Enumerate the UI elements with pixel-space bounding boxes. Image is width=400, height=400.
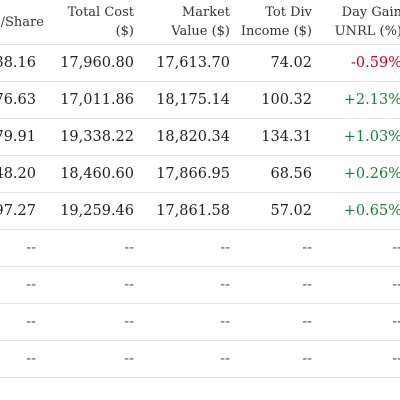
table-row[interactable]: ---------- [0,303,400,341]
holdings-table: Avg C/Share Total Cost ($) Market Value … [0,0,400,378]
avg-cost-cell: 197.27 [0,192,46,230]
table-header-row: Avg C/Share Total Cost ($) Market Value … [0,0,400,45]
day-gain-cell: -0.59% [320,44,400,82]
day-gain-cell: +0.65% [320,192,400,230]
avg-cost-cell: 176.63 [0,81,46,119]
column-header-day-gain-unrealized[interactable]: Day Gain UNRL (%) [320,0,400,45]
dividend-income-cell: 57.02 [238,192,320,230]
dividend-income-cell: -- [238,303,320,341]
market-value-cell: 18,175.14 [142,81,238,119]
column-header-total-cost[interactable]: Total Cost ($) [46,0,142,45]
dividend-income-cell: 74.02 [238,44,320,82]
table-row[interactable]: ---------- [0,266,400,304]
avg-cost-cell: -- [0,340,46,378]
total-cost-cell: 18,460.60 [46,155,142,193]
column-header-total-dividend-income[interactable]: Tot Div Income ($) [238,0,320,45]
day-gain-cell: -- [320,266,400,304]
day-gain-cell: +0.26% [320,155,400,193]
total-cost-cell: 19,259.46 [46,192,142,230]
table-body: 138.1617,960.8017,613.7074.02-0.59%176.6… [0,44,400,378]
market-value-cell: -- [142,340,238,378]
dividend-income-cell: -- [238,266,320,304]
market-value-cell: -- [142,266,238,304]
market-value-cell: 17,866.95 [142,155,238,193]
total-cost-cell: -- [46,303,142,341]
day-gain-cell: -- [320,229,400,267]
avg-cost-cell: 179.91 [0,118,46,156]
dividend-income-cell: -- [238,229,320,267]
total-cost-cell: 19,338.22 [46,118,142,156]
dividend-income-cell: 68.56 [238,155,320,193]
market-value-cell: -- [142,303,238,341]
table-row[interactable]: ---------- [0,229,400,267]
column-header-avg-cost-per-share[interactable]: Avg C/Share [0,0,46,45]
avg-cost-cell: 138.16 [0,44,46,82]
total-cost-cell: 17,960.80 [46,44,142,82]
market-value-cell: 17,861.58 [142,192,238,230]
avg-cost-cell: -- [0,229,46,267]
market-value-cell: 17,613.70 [142,44,238,82]
avg-cost-cell: 148.20 [0,155,46,193]
day-gain-cell: +1.03% [320,118,400,156]
market-value-cell: -- [142,229,238,267]
dividend-income-cell: -- [238,340,320,378]
day-gain-cell: -- [320,340,400,378]
dividend-income-cell: 134.31 [238,118,320,156]
day-gain-cell: -- [320,303,400,341]
total-cost-cell: -- [46,229,142,267]
avg-cost-cell: -- [0,303,46,341]
column-header-market-value[interactable]: Market Value ($) [142,0,238,45]
total-cost-cell: 17,011.86 [46,81,142,119]
avg-cost-cell: -- [0,266,46,304]
total-cost-cell: -- [46,266,142,304]
table-row[interactable]: ---------- [0,340,400,378]
total-cost-cell: -- [46,340,142,378]
dividend-income-cell: 100.32 [238,81,320,119]
day-gain-cell: +2.13% [320,81,400,119]
market-value-cell: 18,820.34 [142,118,238,156]
